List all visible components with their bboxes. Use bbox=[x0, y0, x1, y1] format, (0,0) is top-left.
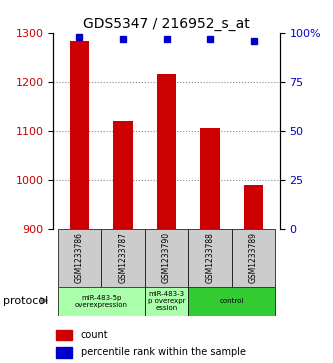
Text: GSM1233788: GSM1233788 bbox=[205, 232, 214, 283]
Text: GSM1233787: GSM1233787 bbox=[119, 232, 128, 283]
Bar bbox=[56, 347, 72, 358]
Bar bbox=[145, 229, 188, 287]
Bar bbox=[244, 184, 263, 229]
Bar bbox=[157, 74, 176, 229]
Bar bbox=[188, 287, 275, 316]
Bar bbox=[113, 121, 133, 229]
Text: GSM1233786: GSM1233786 bbox=[75, 232, 84, 283]
Bar bbox=[56, 330, 72, 340]
Text: miR-483-5p
overexpression: miR-483-5p overexpression bbox=[75, 295, 128, 308]
Text: miR-483-3
p overexpr
ession: miR-483-3 p overexpr ession bbox=[148, 291, 185, 311]
Bar bbox=[188, 229, 232, 287]
Text: GSM1233789: GSM1233789 bbox=[249, 232, 258, 283]
Bar bbox=[145, 287, 188, 316]
Bar bbox=[101, 229, 145, 287]
Text: GSM1233790: GSM1233790 bbox=[162, 232, 171, 283]
Bar bbox=[200, 128, 220, 229]
Text: control: control bbox=[220, 298, 244, 304]
Bar bbox=[58, 287, 145, 316]
Bar bbox=[58, 229, 101, 287]
Bar bbox=[70, 41, 89, 229]
Text: GDS5347 / 216952_s_at: GDS5347 / 216952_s_at bbox=[83, 17, 250, 30]
Text: count: count bbox=[81, 330, 108, 340]
Text: percentile rank within the sample: percentile rank within the sample bbox=[81, 347, 245, 358]
Text: protocol: protocol bbox=[3, 295, 49, 306]
Bar bbox=[232, 229, 275, 287]
